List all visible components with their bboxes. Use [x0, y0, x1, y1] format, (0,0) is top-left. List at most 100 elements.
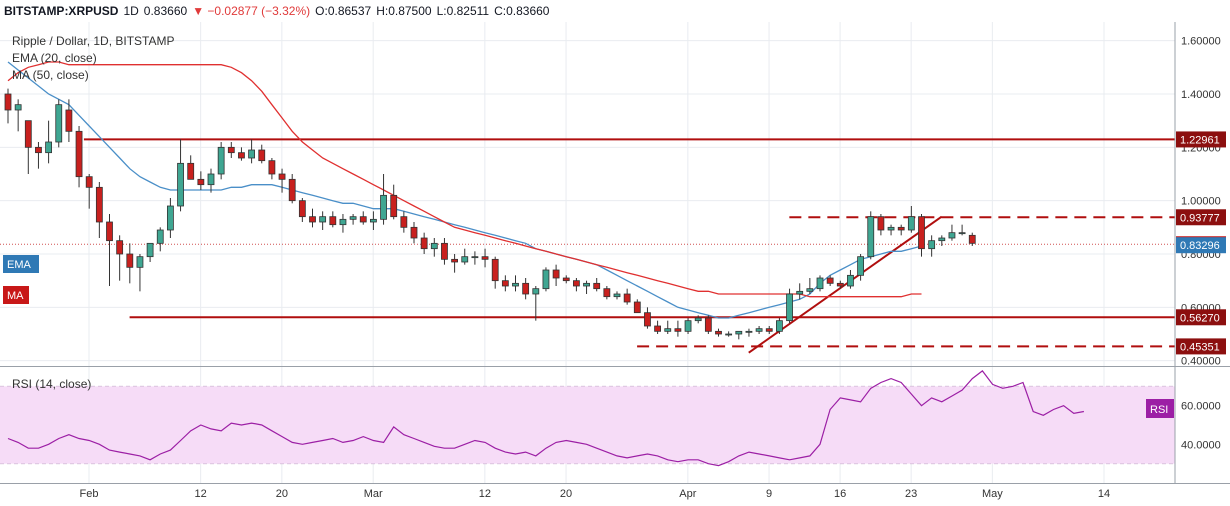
candle-body	[329, 216, 337, 226]
candle-body	[725, 333, 733, 336]
candle-body	[633, 301, 641, 314]
y-tick-label: 1.40000	[1181, 89, 1221, 101]
price-tag-label: 0.93777	[1180, 212, 1220, 224]
rsi-side-tag[interactable]	[1146, 399, 1174, 418]
candle-body	[85, 176, 93, 188]
rsi-line-group	[7, 370, 1085, 467]
candle-body	[593, 282, 601, 290]
ma-legend: MA (50, close)	[12, 68, 89, 82]
price-tag-box	[1176, 309, 1226, 326]
candle-body	[451, 258, 459, 263]
candle-body	[755, 328, 763, 332]
trendline	[748, 215, 943, 354]
open-value: O:0.86537	[315, 4, 372, 18]
candle-body	[319, 216, 327, 223]
candle-body	[430, 242, 438, 250]
candle-body	[45, 141, 52, 154]
rsi-legend: RSI (14, close)	[12, 377, 91, 391]
candle-body	[928, 240, 936, 250]
chart-title: Ripple / Dollar, 1D, BITSTAMP	[12, 34, 175, 48]
x-tick-label: 20	[276, 488, 288, 500]
chart-header: BITSTAMP:XRPUSD 1D 0.83660 ▼ −0.02877 (−3.3…	[0, 0, 1230, 22]
candle-body	[857, 256, 864, 276]
rsi-band	[0, 386, 1175, 464]
moving-averages	[7, 61, 922, 319]
candle-body	[217, 146, 225, 175]
candle-body	[867, 216, 875, 258]
ema-side-tag[interactable]	[3, 255, 39, 273]
x-tick-label: 12	[479, 488, 491, 500]
x-tick-label: Apr	[679, 488, 696, 500]
rsi-tick-label: 60.0000	[1181, 401, 1221, 413]
price-tag-label: 1.22961	[1180, 134, 1220, 146]
close-value: C:0.83660	[494, 4, 550, 18]
candle-body	[765, 328, 773, 332]
candle-body	[116, 240, 124, 255]
price-tag-box	[1176, 131, 1226, 148]
candle-body	[704, 317, 712, 332]
candle-body	[207, 173, 215, 186]
candle-body	[623, 293, 631, 303]
axes: 1.600001.400001.200001.000000.800000.600…	[0, 22, 1230, 500]
candle-body	[512, 282, 519, 287]
candle-body	[847, 274, 854, 287]
candle-body	[897, 226, 905, 231]
candle-body	[227, 146, 235, 154]
candle-body	[958, 232, 966, 235]
candle-body	[106, 221, 113, 242]
candle-body	[745, 330, 753, 333]
candle-body	[938, 237, 946, 242]
candle-body	[95, 186, 103, 223]
candle-body	[420, 237, 428, 250]
price-tag-box	[1176, 237, 1226, 254]
candle-body	[136, 256, 144, 268]
y-tick-label: 1.60000	[1181, 36, 1221, 48]
candle-body	[380, 194, 387, 220]
candle-body	[65, 109, 73, 132]
candle-body	[166, 205, 174, 231]
candle-body	[522, 282, 530, 295]
y-tick-label: 0.40000	[1181, 356, 1221, 368]
candle-body	[836, 282, 844, 287]
candle-body	[684, 320, 692, 332]
candle-body	[481, 256, 489, 260]
candle-body	[461, 256, 469, 263]
candle-body	[268, 160, 276, 175]
candle-body	[238, 152, 245, 159]
horizontal-levels	[0, 138, 1175, 354]
candle-body	[776, 320, 783, 332]
candle-body	[441, 242, 448, 260]
candle-body	[948, 232, 956, 239]
x-tick-label: 14	[1098, 488, 1110, 500]
rsi-side-label: RSI	[1150, 404, 1168, 416]
x-tick-label: Feb	[80, 488, 99, 500]
candle-body	[786, 293, 793, 322]
candle-body	[613, 293, 621, 298]
price-tags: 1.229610.937770.836600.832960.562700.453…	[1176, 131, 1226, 355]
ema-side-label: EMA	[7, 259, 32, 271]
candle-body	[654, 325, 661, 332]
candle-body	[349, 216, 357, 220]
candle-body	[491, 258, 499, 282]
ma-side-tag[interactable]	[3, 286, 29, 304]
symbol-label[interactable]: BITSTAMP:XRPUSD	[4, 4, 119, 18]
candle-body	[390, 194, 398, 218]
price-tag-label: 0.56270	[1180, 312, 1220, 324]
candle-body	[806, 288, 814, 292]
high-value: H:0.87500	[376, 4, 432, 18]
candle-body	[573, 280, 580, 287]
candle-body	[501, 280, 509, 287]
price-tag-box	[1176, 338, 1226, 355]
candle-body	[24, 120, 32, 148]
candle-body	[644, 312, 651, 327]
x-tick-label: 20	[560, 488, 572, 500]
candle-body	[400, 216, 408, 228]
candle-body	[126, 253, 134, 268]
x-tick-label: 12	[195, 488, 207, 500]
candle-body	[532, 288, 540, 295]
x-tick-label: 23	[905, 488, 917, 500]
candle-body	[816, 277, 824, 290]
candle-body	[826, 277, 834, 284]
interval-label[interactable]: 1D	[123, 4, 139, 18]
